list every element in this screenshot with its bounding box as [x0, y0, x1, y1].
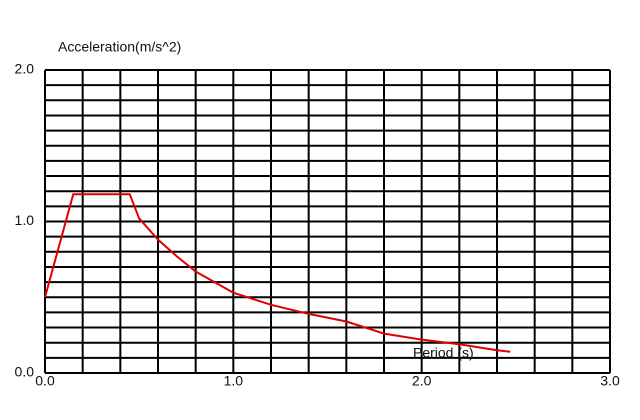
data-line — [44, 193, 511, 353]
x-tick-label: 3.0 — [600, 373, 620, 389]
x-tick-label: 0.0 — [35, 373, 55, 389]
x-axis-label: Period (s) — [413, 345, 474, 361]
y-tick-label: 1.0 — [15, 212, 35, 228]
y-axis-label: Acceleration(m/s^2) — [58, 39, 181, 55]
x-tick-label: 1.0 — [224, 373, 244, 389]
y-tick-label: 0.0 — [15, 364, 35, 380]
x-tick-label: 2.0 — [412, 373, 432, 389]
y-tick-label: 2.0 — [15, 61, 35, 77]
